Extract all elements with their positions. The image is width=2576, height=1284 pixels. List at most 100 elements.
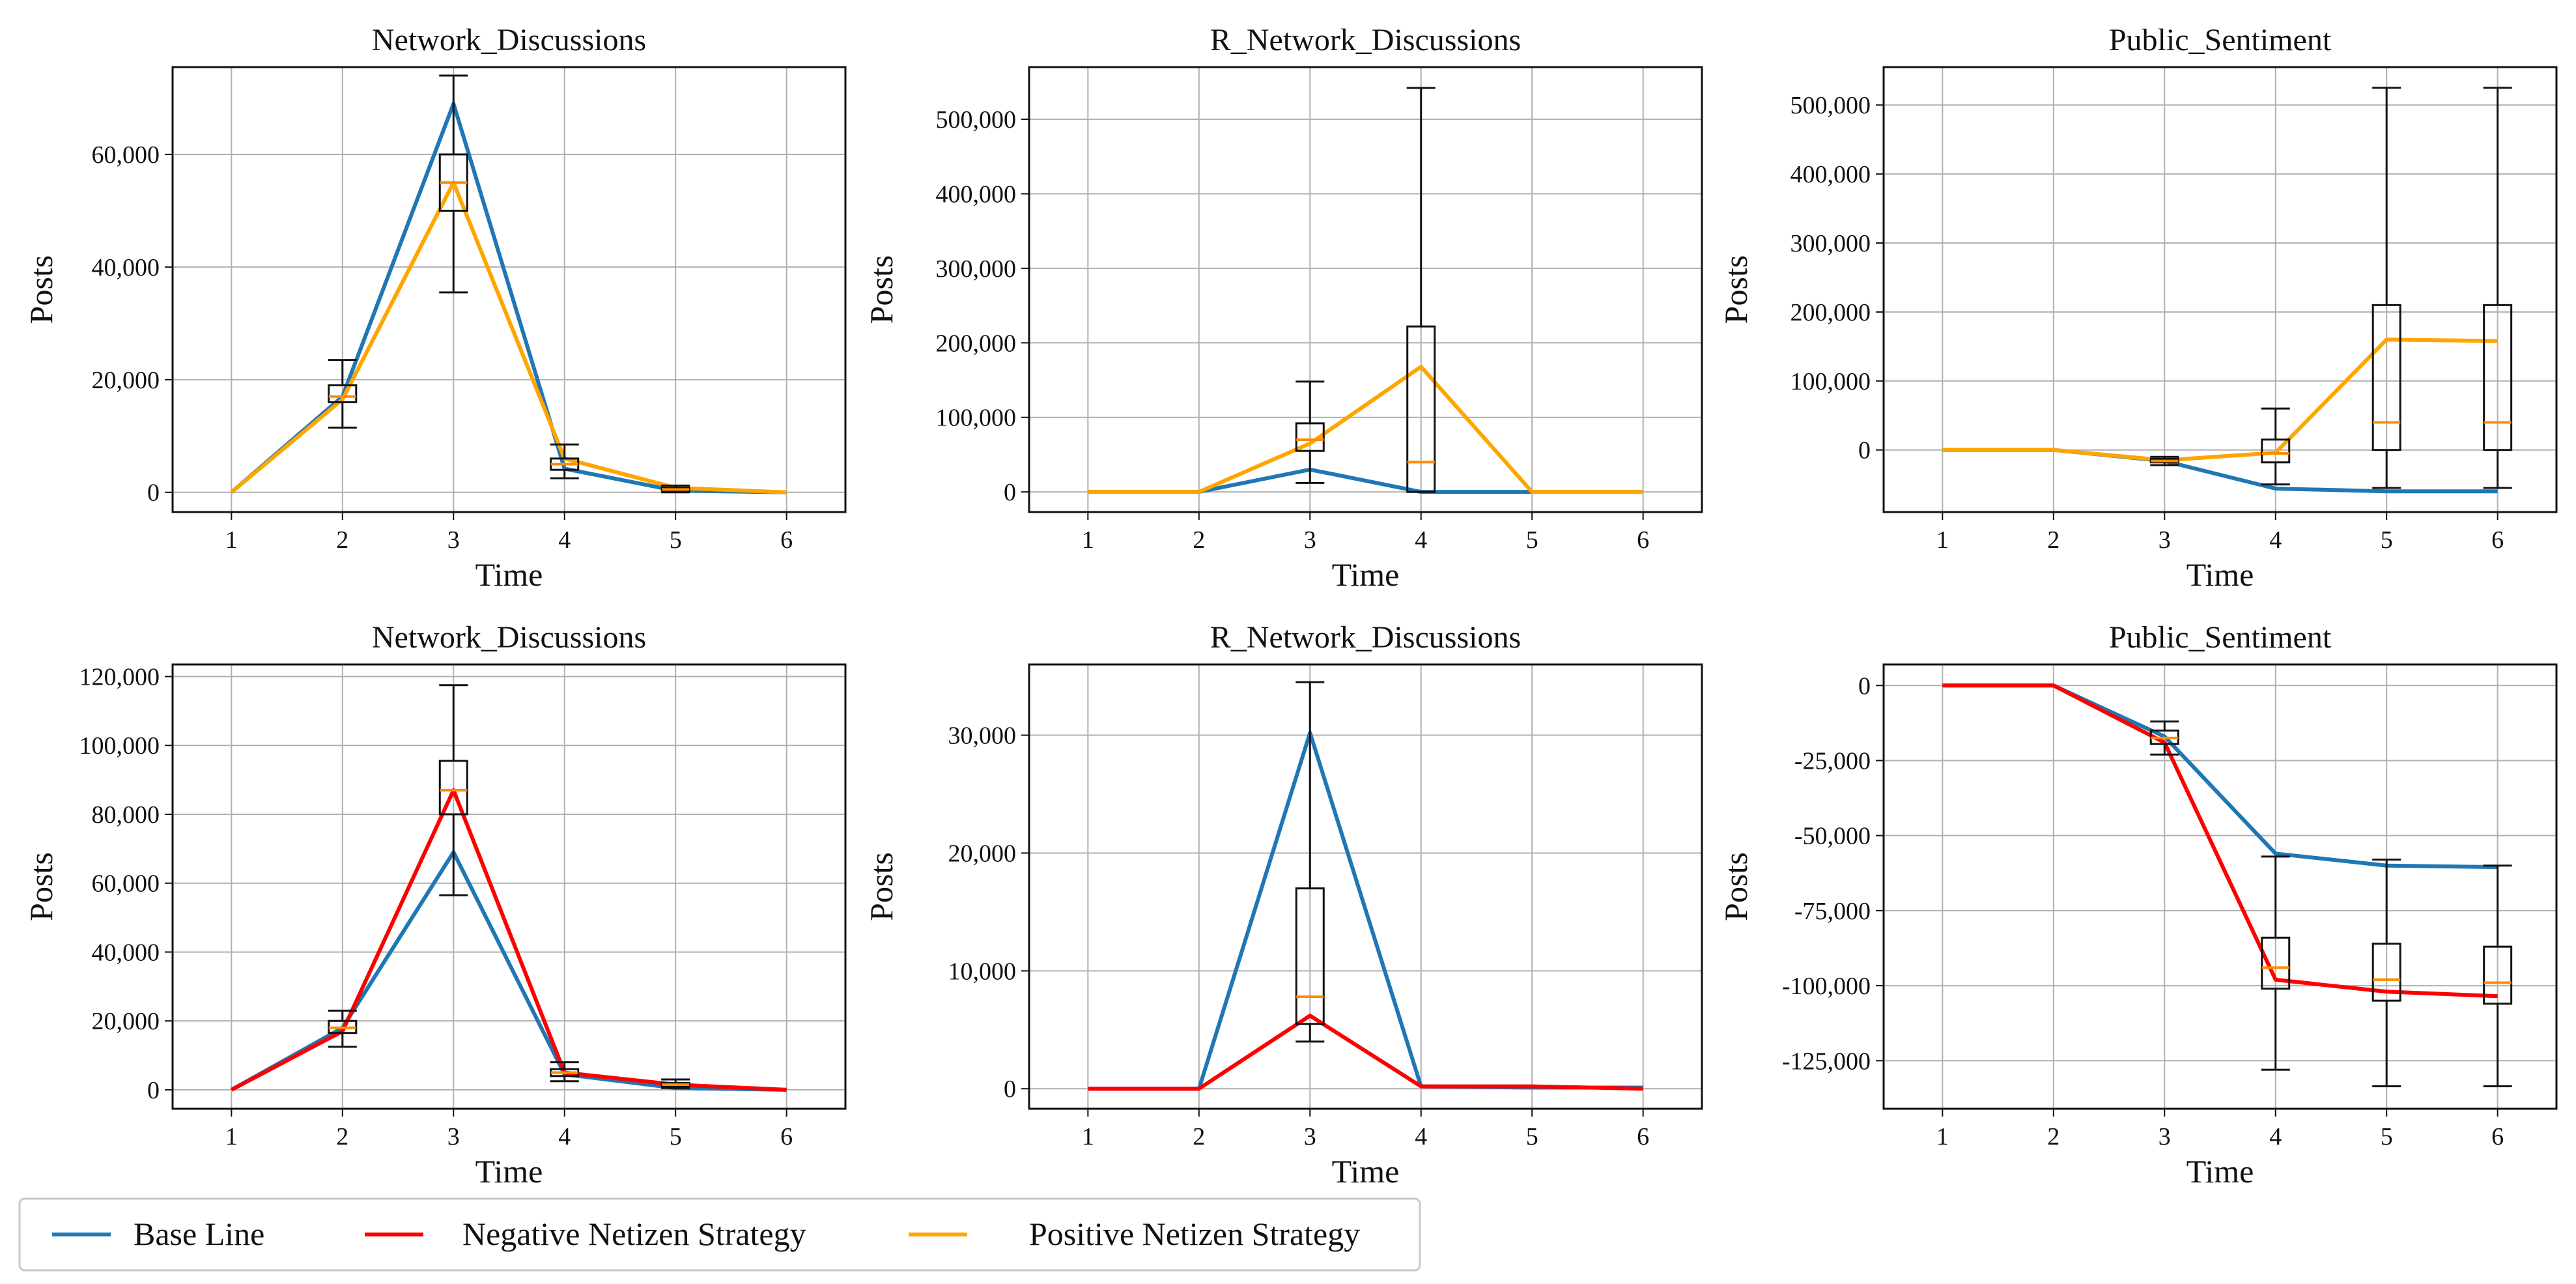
plot-frame [1882,663,2558,1110]
x-tick-label: 1 [1936,1123,1949,1150]
x-tick-label: 5 [2381,1123,2393,1150]
y-axis-label: Posts [863,852,899,921]
legend: Base Line Negative Netizen Strategy Posi… [18,1197,1421,1272]
y-tick-label: 200,000 [936,330,1017,357]
y-tick-label: 0 [1858,672,1871,700]
x-tick-label: 6 [1637,526,1649,554]
y-tick-label: 0 [147,1077,160,1104]
y-tick-label: 0 [1004,1076,1016,1103]
x-tick-label: 3 [1304,1123,1316,1150]
y-axis-label: Posts [1718,852,1754,921]
x-tick-label: 2 [336,526,348,554]
x-tick-label: 3 [2158,1123,2171,1150]
box-iqr [1406,325,1436,493]
legend-label-base-line: Base Line [134,1216,264,1252]
box-iqr [2261,936,2291,990]
x-tick-label: 1 [225,1123,238,1150]
series-line-negative-netizen-strategy [1942,683,2498,999]
y-tick-label: 60,000 [92,141,160,169]
x-axis-label: Time [475,1153,543,1190]
x-tick-label: 1 [1936,526,1949,554]
series-line-base-line [1088,730,1643,1091]
plot-frame [171,66,847,513]
chart-panel-4: Network_Discussions 1 2 3 4 5 6 0 20,000 40,000 60… [23,620,847,1190]
y-tick-label: 500,000 [936,106,1017,134]
x-tick-label: 3 [1304,526,1316,554]
x-tick-label: 4 [558,1123,571,1150]
y-tick-label: 80,000 [92,801,160,829]
y-tick-label: 20,000 [92,1008,160,1035]
y-tick-label: 400,000 [1790,161,1871,188]
chart-title: Network_Discussions [372,620,646,655]
x-tick-label: 1 [225,526,238,554]
chart-title: R_Network_Discussions [1210,23,1521,57]
x-tick-label: 6 [1637,1123,1649,1150]
x-tick-label: 5 [670,1123,682,1150]
x-axis-label: Time [1332,556,1400,593]
plot-frame [1028,66,1703,513]
series-line-base-line [1942,683,2498,870]
box-iqr [2261,438,2291,464]
series-line-negative-netizen-strategy [230,788,787,1092]
x-tick-label: 4 [1415,526,1427,554]
chart-title: R_Network_Discussions [1210,620,1521,655]
chart-panel-5: R_Network_Discussions 1 2 3 4 5 6 0 10,000 20,000… [863,620,1703,1190]
y-tick-label: 300,000 [936,255,1017,283]
x-tick-label: 3 [2158,526,2171,554]
series-line-base-line [230,850,787,1092]
y-tick-label: 500,000 [1790,92,1871,119]
x-tick-label: 6 [780,526,793,554]
x-tick-label: 4 [1415,1123,1427,1150]
series-line-base-line [1088,467,1643,494]
x-tick-label: 2 [2047,526,2059,554]
x-tick-label: 4 [2269,526,2282,554]
x-axis-label: Time [1332,1153,1400,1190]
y-tick-label: 20,000 [92,367,160,394]
x-tick-label: 6 [780,1123,793,1150]
chart-title: Public_Sentiment [2109,620,2332,655]
x-tick-label: 5 [1526,526,1538,554]
box-iqr [2371,943,2401,1002]
box-iqr [2483,304,2513,451]
x-tick-label: 1 [1082,526,1094,554]
x-tick-label: 3 [447,1123,460,1150]
chart-panel-3: Public_Sentiment 1 2 3 4 5 6 0 100,000 200,000 300… [1718,23,2558,593]
y-tick-label: 400,000 [936,180,1017,208]
x-tick-label: 6 [2491,526,2504,554]
plot-frame [1882,66,2558,513]
series-line-base-line [230,102,787,494]
y-tick-label: 10,000 [948,958,1017,985]
y-tick-label: -50,000 [1794,823,1871,850]
x-axis-label: Time [2187,556,2254,593]
x-tick-label: 2 [1193,526,1205,554]
y-tick-label: -100,000 [1782,973,1871,1000]
box-iqr [1295,887,1325,1025]
y-tick-label: 100,000 [79,732,160,760]
y-tick-label: 0 [147,479,160,507]
x-tick-label: 5 [1526,1123,1538,1150]
x-axis-label: Time [2187,1153,2254,1190]
plot-frame [171,663,847,1110]
y-axis-label: Posts [863,255,899,324]
y-tick-label: 20,000 [948,840,1017,867]
x-tick-label: 4 [558,526,571,554]
y-tick-label: 0 [1004,479,1016,506]
y-tick-label: 60,000 [92,870,160,898]
y-tick-label: 40,000 [92,254,160,281]
legend-label-positive: Positive Netizen Strategy [1029,1216,1360,1252]
box-iqr [328,384,358,403]
chart-panel-6: Public_Sentiment 1 2 3 4 5 6 0 -25,000 -50,000 -75… [1718,620,2558,1190]
y-tick-label: 100,000 [1790,368,1871,395]
x-tick-label: 1 [1082,1123,1094,1150]
box-iqr [2483,945,2513,1005]
y-tick-label: 0 [1858,437,1871,464]
y-axis-label: Posts [23,255,59,324]
y-tick-label: 120,000 [79,664,160,691]
chart-panel-1: Network_Discussions 1 2 3 4 5 6 0 20,000 40,000 60… [23,23,847,593]
y-tick-label: -125,000 [1782,1048,1871,1075]
y-tick-label: 100,000 [936,405,1017,432]
y-axis-label: Posts [23,852,59,921]
x-tick-label: 2 [2047,1123,2059,1150]
